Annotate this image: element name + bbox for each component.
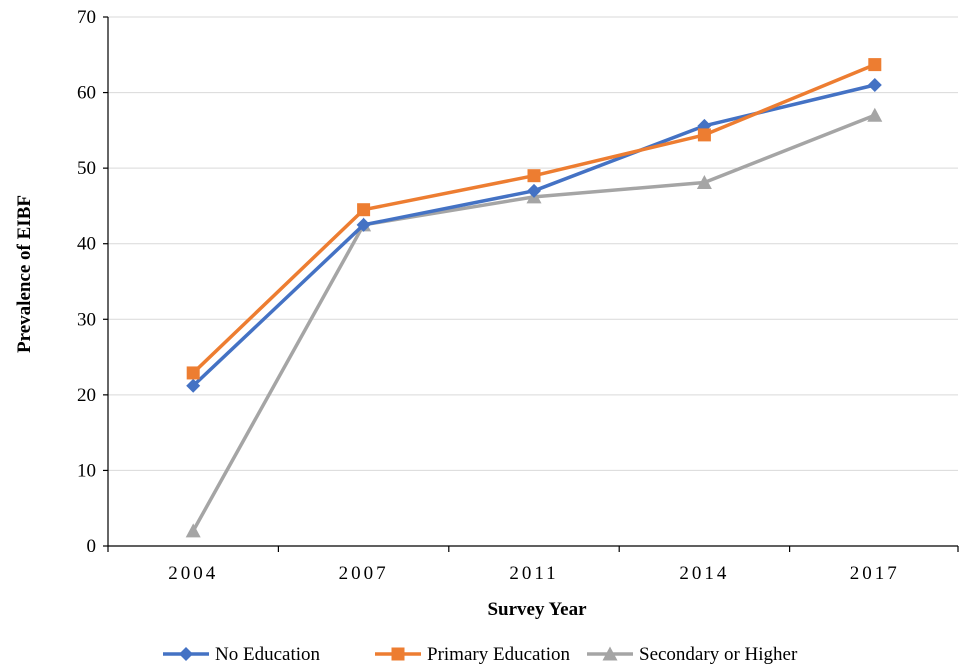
- legend-item: Secondary or Higher: [587, 644, 798, 664]
- data-point: [697, 128, 711, 142]
- data-point: [867, 107, 883, 122]
- legend-marker: [602, 646, 618, 661]
- data-point: [527, 183, 541, 198]
- data-point: [185, 523, 201, 538]
- data-point: [356, 217, 371, 232]
- series-line: [191, 83, 876, 388]
- y-axis-ticks: 0 10 20 30 40 50 60 70: [77, 7, 96, 557]
- y-tick-label: 20: [77, 385, 96, 406]
- x-tick-label: 2017: [850, 563, 900, 584]
- data-point: [186, 378, 201, 393]
- legend-item: Primary Education: [375, 644, 570, 664]
- y-tick-label: 70: [77, 7, 96, 28]
- x-tick-label: 2011: [509, 563, 558, 584]
- legend-marker: [391, 647, 405, 661]
- y-tick-label: 60: [77, 83, 96, 104]
- legend-label: Primary Education: [427, 644, 570, 664]
- series-group: [185, 58, 883, 538]
- legend-label: No Education: [215, 644, 321, 664]
- legend: No Education Primary Education Secondary o…: [163, 644, 798, 664]
- y-axis-title: Prevalence of EIBF: [14, 195, 35, 353]
- legend-marker: [179, 647, 193, 661]
- data-point: [868, 58, 882, 72]
- series-no-education: [186, 78, 882, 393]
- legend-item: No Education: [163, 644, 321, 664]
- data-point: [357, 203, 371, 217]
- data-point: [867, 78, 882, 93]
- axes: [103, 16, 959, 552]
- x-tick-label: 2004: [168, 563, 218, 584]
- data-point: [527, 169, 541, 183]
- x-axis-ticks: 2004 2007 2011 2014 2017: [168, 563, 900, 584]
- y-tick-label: 0: [87, 536, 97, 557]
- y-tick-label: 10: [77, 460, 96, 481]
- data-point: [696, 175, 712, 190]
- y-tick-label: 40: [77, 234, 96, 255]
- x-tick-label: 2007: [339, 563, 389, 584]
- x-axis-title: Survey Year: [487, 599, 587, 620]
- x-tick-label: 2014: [679, 563, 729, 584]
- series-primary-education: [186, 58, 882, 380]
- y-tick-label: 30: [77, 309, 96, 330]
- legend-label: Secondary or Higher: [639, 644, 798, 664]
- data-point: [186, 366, 200, 380]
- y-tick-label: 50: [77, 158, 96, 179]
- gridlines: [108, 16, 958, 471]
